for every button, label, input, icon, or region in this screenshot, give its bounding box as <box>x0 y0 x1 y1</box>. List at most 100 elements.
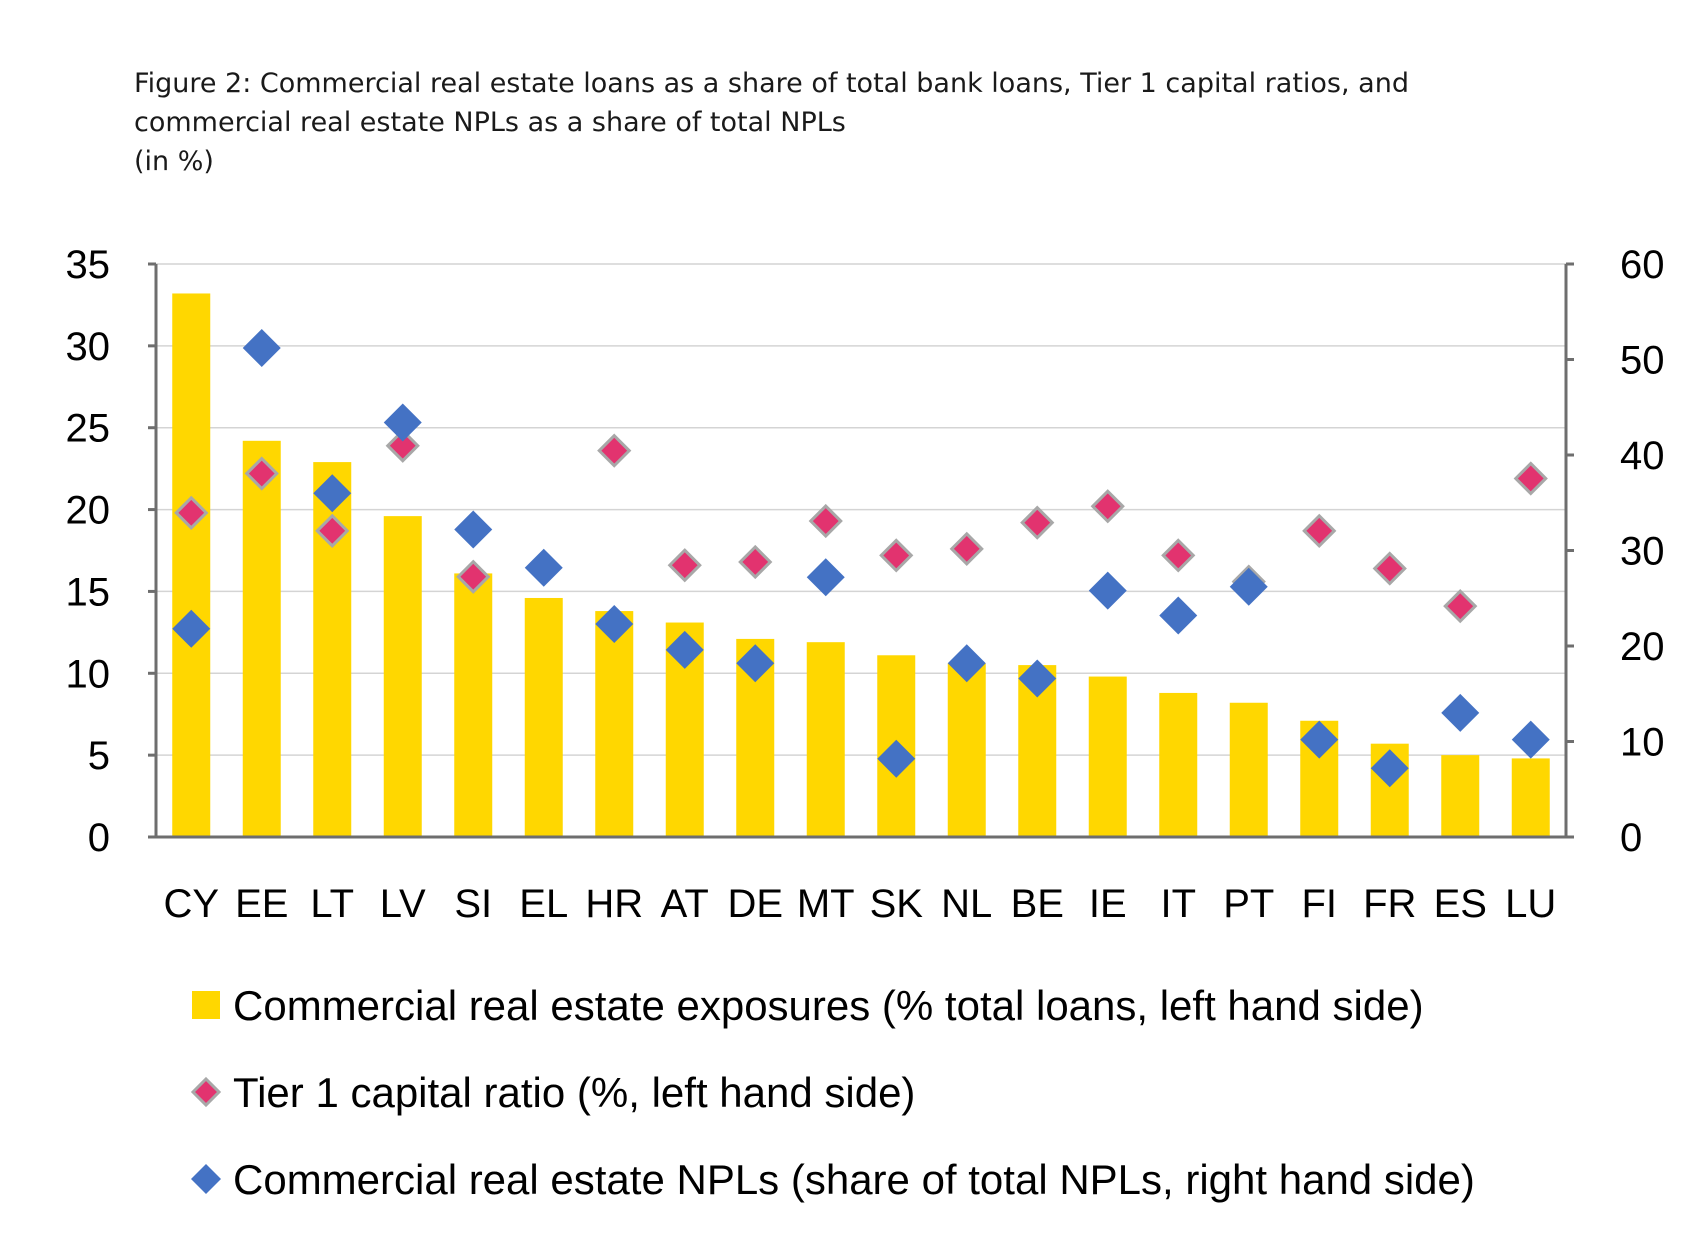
bar-lv <box>383 516 422 837</box>
category-label-de: DE <box>727 882 783 926</box>
category-label-lv: LV <box>380 882 426 926</box>
bar-cy <box>172 293 211 837</box>
title-line-1: Figure 2: Commercial real estate loans a… <box>134 68 1409 99</box>
npl-point-nl <box>947 644 986 683</box>
legend-swatch-tier1 <box>190 1076 222 1108</box>
npl-point-lu <box>1511 720 1550 759</box>
legend-swatch-bar <box>192 991 220 1019</box>
npl-point-lt <box>313 474 352 513</box>
npl-point-pt <box>1229 567 1268 606</box>
bar-ie <box>1088 676 1127 837</box>
npl-series <box>172 329 1550 788</box>
left-tick-label: 20 <box>66 489 111 533</box>
npl-point-mt <box>806 558 845 597</box>
tier1-point-si <box>456 559 491 594</box>
right-tick-label: 20 <box>1620 625 1665 669</box>
tier1-point-ee <box>244 456 279 491</box>
category-label-ee: EE <box>235 882 288 926</box>
legend-label-2: Tier 1 capital ratio (%, left hand side) <box>233 1069 915 1116</box>
npl-point-el <box>524 548 563 587</box>
category-label-fr: FR <box>1363 882 1416 926</box>
tier1-point-de <box>738 544 773 580</box>
tier1-series <box>174 428 1548 624</box>
left-tick-label: 15 <box>66 570 111 614</box>
npl-point-de <box>736 644 775 683</box>
bar-it <box>1159 692 1198 837</box>
category-label-es: ES <box>1434 882 1487 926</box>
left-tick-label: 5 <box>88 734 110 778</box>
right-tick-label: 60 <box>1620 243 1665 287</box>
gridlines <box>156 263 1566 756</box>
bar-hr <box>595 611 634 837</box>
category-label-si: SI <box>454 882 492 926</box>
axes <box>154 264 1568 839</box>
category-labels: CY EE LT LV SI EL HR AT DE MT SK NL BE IE IT PT FI FR ES LU <box>163 882 1556 926</box>
bar-mt <box>806 642 845 837</box>
category-label-at: AT <box>661 882 709 926</box>
category-label-pt: PT <box>1223 882 1274 926</box>
left-tick-label: 30 <box>66 325 111 369</box>
category-label-it: IT <box>1160 882 1196 926</box>
tier1-point-at <box>667 548 702 583</box>
npl-point-sk <box>877 739 916 778</box>
left-axis-ticks: 0 5 10 15 20 25 30 35 <box>66 243 156 860</box>
npl-point-cy <box>172 609 211 648</box>
left-tick-label: 35 <box>66 243 111 287</box>
tier1-point-hr <box>597 433 632 468</box>
title-line-2: commercial real estate NPLs as a share o… <box>134 107 846 138</box>
legend-label-3: Commercial real estate NPLs (share of to… <box>233 1156 1475 1203</box>
left-tick-label: 10 <box>66 652 111 696</box>
bar-el <box>524 597 563 837</box>
npl-point-es <box>1441 693 1480 732</box>
category-label-sk: SK <box>870 882 924 926</box>
tier1-point-sk <box>879 538 914 573</box>
npl-point-fr <box>1370 749 1409 788</box>
tier1-point-mt <box>808 503 843 539</box>
right-tick-label: 30 <box>1620 530 1665 574</box>
bar-ee <box>242 440 281 837</box>
category-label-fi: FI <box>1301 882 1337 926</box>
category-label-lt: LT <box>310 882 354 926</box>
tier1-point-lu <box>1513 461 1548 496</box>
tier1-point-lv <box>385 428 420 463</box>
tier1-point-ie <box>1090 489 1125 524</box>
npl-point-lv <box>383 403 422 442</box>
npl-point-hr <box>595 605 634 644</box>
bar-pt <box>1229 702 1268 837</box>
category-label-cy: CY <box>163 882 219 926</box>
legend-swatch-npl <box>191 1164 221 1194</box>
legend-label-1: Commercial real estate exposures (% tota… <box>233 982 1424 1029</box>
left-tick-label: 25 <box>66 407 111 451</box>
npl-point-si <box>454 510 493 549</box>
category-label-mt: MT <box>797 882 855 926</box>
right-tick-label: 50 <box>1620 339 1665 383</box>
tier1-point-fi <box>1302 513 1337 548</box>
right-tick-label: 0 <box>1620 816 1642 860</box>
npl-point-ie <box>1088 571 1127 610</box>
npl-point-at <box>665 630 704 669</box>
category-label-ie: IE <box>1089 882 1127 926</box>
title-line-3: (in %) <box>134 146 214 177</box>
left-tick-label: 0 <box>88 816 110 860</box>
tier1-point-es <box>1443 589 1478 624</box>
category-label-el: EL <box>519 882 568 926</box>
chart-title: Figure 2: Commercial real estate loans a… <box>134 64 1614 181</box>
right-tick-label: 40 <box>1620 434 1665 478</box>
npl-point-ee <box>242 329 281 368</box>
npl-point-it <box>1159 596 1198 635</box>
bar-si <box>454 573 493 837</box>
bar-lu <box>1511 758 1550 837</box>
tier1-point-cy <box>174 495 209 530</box>
category-label-nl: NL <box>941 882 992 926</box>
bar-es <box>1441 755 1480 837</box>
right-tick-label: 10 <box>1620 721 1665 765</box>
npl-point-be <box>1018 659 1057 698</box>
category-label-lu: LU <box>1505 882 1556 926</box>
tier1-point-nl <box>949 531 984 566</box>
bar-series <box>172 293 1550 837</box>
bar-nl <box>947 663 986 837</box>
category-label-be: BE <box>1011 882 1064 926</box>
tier1-point-it <box>1161 538 1196 573</box>
tier1-point-fr <box>1372 551 1407 586</box>
npl-point-fi <box>1300 720 1339 759</box>
